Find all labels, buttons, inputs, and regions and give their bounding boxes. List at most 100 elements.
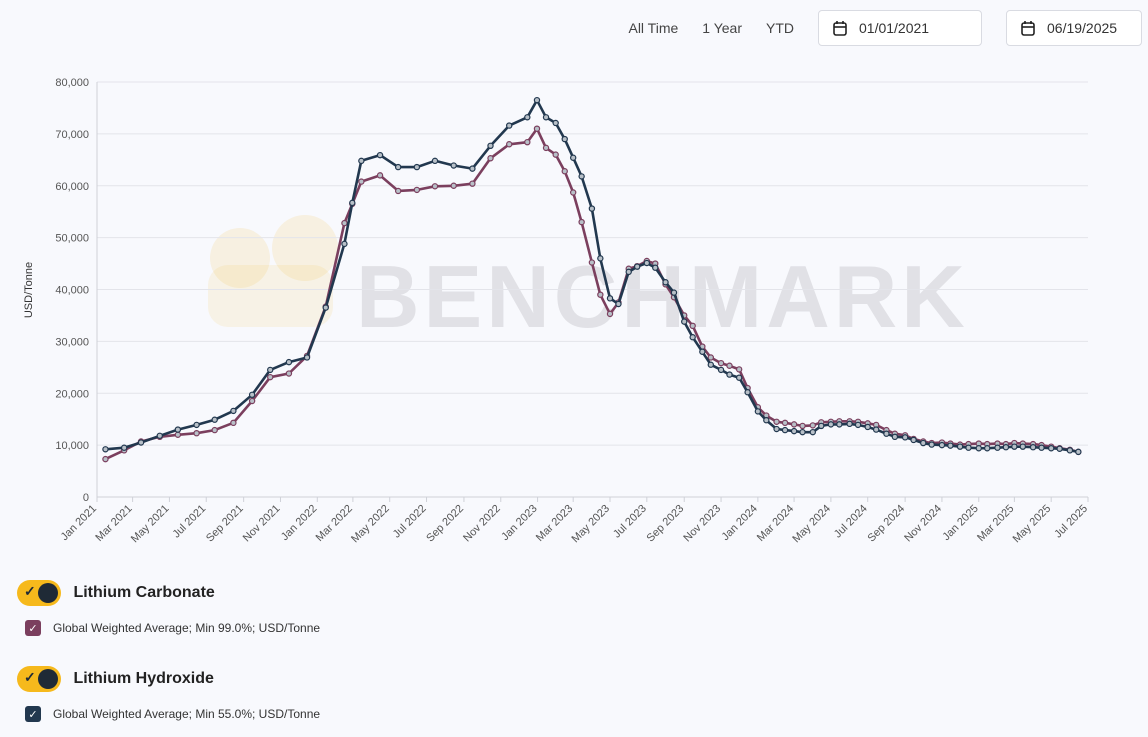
data-point <box>872 426 880 433</box>
check-icon: ✓ <box>24 669 36 685</box>
x-tick-label: Sep 2024 <box>865 503 907 545</box>
data-point <box>303 354 311 361</box>
data-point <box>975 445 982 452</box>
data-point <box>285 358 293 366</box>
data-point <box>542 114 550 121</box>
end-date-value: 06/19/2025 <box>1047 20 1118 36</box>
data-point <box>773 418 780 425</box>
carbonate-series-label: Global Weighted Average; Min 99.0%; USD/… <box>53 621 321 635</box>
data-point <box>854 421 862 429</box>
x-tick-label: Jul 2021 <box>170 503 208 541</box>
data-point <box>578 173 585 180</box>
all-time-button[interactable]: All Time <box>628 20 679 36</box>
x-tick-label: May 2024 <box>790 503 833 546</box>
data-point <box>707 361 714 368</box>
data-point <box>699 348 706 355</box>
ytd-button[interactable]: YTD <box>766 20 794 36</box>
data-point <box>394 163 402 171</box>
data-point <box>506 141 513 148</box>
data-point <box>864 423 871 431</box>
y-tick-label: 30,000 <box>55 336 89 348</box>
data-point <box>965 444 972 451</box>
data-point <box>652 264 659 271</box>
data-point <box>726 362 733 369</box>
data-point <box>267 366 274 374</box>
x-tick-label: Jan 2021 <box>59 503 99 543</box>
data-point <box>606 295 614 302</box>
data-point <box>818 422 825 430</box>
data-point <box>928 441 935 448</box>
start-date-picker[interactable]: 01/01/2021 <box>818 10 982 46</box>
x-tick-label: May 2023 <box>569 503 612 546</box>
data-point <box>717 366 725 374</box>
legend-carbonate: ✓ Lithium Carbonate ✓ Global Weighted Av… <box>17 580 320 636</box>
data-point <box>781 426 789 434</box>
data-point <box>1047 445 1055 452</box>
data-point <box>413 186 421 194</box>
data-point <box>102 446 109 453</box>
hydroxide-title: Lithium Hydroxide <box>73 670 214 687</box>
watermark: BENCHMARK <box>208 215 969 346</box>
data-point <box>681 318 688 325</box>
end-date-picker[interactable]: 06/19/2025 <box>1006 10 1142 46</box>
x-tick-label: May 2025 <box>1011 503 1054 546</box>
data-point <box>809 428 816 436</box>
carbonate-series-checkbox[interactable]: ✓ <box>25 620 41 636</box>
x-tick-label: Nov 2021 <box>241 503 283 545</box>
x-tick-label: Sep 2021 <box>204 503 246 545</box>
one-year-button[interactable]: 1 Year <box>702 20 742 36</box>
data-point <box>561 135 568 143</box>
data-point <box>735 374 743 381</box>
data-point <box>1029 444 1037 451</box>
start-date-value: 01/01/2021 <box>859 20 930 36</box>
data-point <box>625 268 632 276</box>
y-axis: 0 10,000 20,000 30,000 40,000 50,000 60,000 70,… <box>55 77 98 504</box>
data-point <box>790 421 798 428</box>
toggle-knob <box>38 583 58 603</box>
data-point <box>561 168 568 175</box>
data-point <box>469 165 476 172</box>
data-point <box>524 138 531 146</box>
y-tick-label: 50,000 <box>55 233 89 245</box>
data-point <box>267 373 274 381</box>
data-point <box>358 178 365 185</box>
data-point <box>542 144 550 152</box>
data-point <box>643 259 651 267</box>
watermark-text: BENCHMARK <box>356 247 969 346</box>
x-tick-label: Jan 2024 <box>719 503 759 543</box>
data-point <box>487 155 494 162</box>
data-point <box>754 408 762 415</box>
data-point <box>569 154 577 161</box>
data-point <box>717 359 725 367</box>
data-point <box>358 157 365 165</box>
data-point <box>1038 444 1045 451</box>
data-point <box>670 289 678 296</box>
data-point <box>120 444 128 451</box>
data-point <box>1066 447 1074 454</box>
data-point <box>836 421 843 428</box>
data-point <box>689 334 696 341</box>
data-point <box>956 443 964 450</box>
data-point <box>763 417 770 424</box>
data-point <box>174 426 182 433</box>
hydroxide-toggle[interactable]: ✓ <box>17 666 61 692</box>
data-point <box>799 428 806 436</box>
data-point <box>781 419 789 427</box>
carbonate-title: Lithium Carbonate <box>73 584 215 601</box>
y-tick-label: 0 <box>83 492 89 504</box>
data-point <box>431 157 439 165</box>
carbonate-toggle[interactable]: ✓ <box>17 580 61 606</box>
x-tick-label: Jan 2025 <box>940 503 980 543</box>
data-point <box>469 180 476 187</box>
data-point <box>615 300 622 308</box>
hydroxide-series-checkbox[interactable]: ✓ <box>25 706 41 722</box>
data-point <box>633 263 641 270</box>
data-point <box>984 445 991 452</box>
data-point <box>137 439 145 446</box>
data-point <box>552 151 559 158</box>
data-point <box>597 291 604 298</box>
y-tick-label: 40,000 <box>55 285 89 297</box>
data-point <box>193 421 200 429</box>
data-point <box>846 420 853 428</box>
x-tick-label: Jul 2024 <box>832 503 870 541</box>
